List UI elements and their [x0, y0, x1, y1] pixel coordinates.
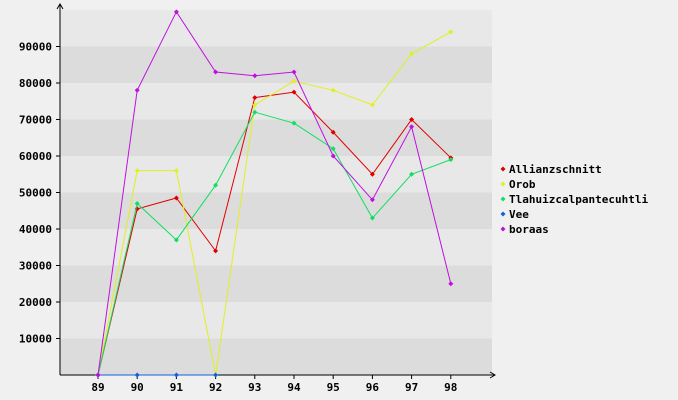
legend-marker — [500, 196, 506, 202]
data-point — [291, 69, 297, 75]
data-point — [409, 124, 415, 130]
y-tick-label: 10000 — [19, 333, 52, 346]
data-point — [252, 95, 258, 101]
data-point — [330, 129, 336, 135]
data-point — [252, 109, 258, 115]
x-tick-label: 92 — [209, 381, 222, 394]
series-line — [97, 111, 451, 376]
grid-band — [60, 156, 492, 193]
data-point — [134, 168, 140, 174]
legend-marker — [500, 181, 506, 187]
y-tick-label: 20000 — [19, 296, 52, 309]
x-tick-label: 89 — [91, 381, 104, 394]
data-point — [409, 117, 415, 122]
data-point — [173, 168, 179, 174]
data-point — [448, 29, 454, 35]
x-tick-label: 96 — [366, 381, 380, 394]
data-point — [409, 51, 415, 57]
y-tick-label: 80000 — [19, 77, 52, 90]
data-point — [252, 102, 258, 108]
y-tick-label: 50000 — [19, 187, 52, 200]
grid-band — [60, 192, 492, 229]
grid-band — [60, 338, 492, 375]
data-point — [173, 372, 179, 378]
x-tick-label: 97 — [405, 381, 418, 394]
grid-band — [60, 302, 492, 339]
data-point — [173, 9, 179, 15]
x-tick-label: 94 — [287, 381, 301, 394]
grid-band — [60, 229, 492, 266]
data-point — [409, 171, 415, 177]
legend-marker — [500, 211, 506, 217]
grid-band — [60, 119, 492, 156]
data-point — [213, 372, 219, 378]
y-tick-label: 60000 — [19, 150, 52, 163]
data-point — [252, 73, 258, 79]
legend-label: boraas — [509, 223, 549, 236]
legend-label: Vee — [509, 208, 529, 221]
legend-marker — [500, 166, 506, 172]
legend-label: Orob — [509, 178, 536, 191]
grid-band — [60, 83, 492, 120]
x-tick-label: 91 — [170, 381, 184, 394]
data-point — [330, 146, 336, 152]
data-point — [134, 200, 140, 206]
data-point — [330, 87, 336, 93]
data-point — [134, 87, 140, 93]
data-point — [448, 281, 454, 287]
legend-label: Allianzschnitt — [509, 163, 602, 176]
data-point — [369, 215, 375, 221]
data-point — [213, 182, 219, 188]
data-point — [330, 153, 336, 159]
data-point — [291, 78, 297, 84]
legend-marker — [500, 226, 506, 232]
legend-label: Tlahuizcalpantecuhtli — [509, 193, 648, 206]
y-axis-arrow — [56, 3, 64, 10]
data-point — [369, 171, 375, 177]
data-point — [369, 102, 375, 108]
data-point — [173, 195, 179, 201]
data-point — [95, 372, 101, 378]
y-tick-label: 70000 — [19, 114, 52, 127]
data-point — [173, 237, 179, 243]
series-line — [97, 31, 452, 376]
data-point — [134, 372, 140, 378]
x-tick-label: 98 — [444, 381, 457, 394]
series-line — [97, 10, 452, 376]
y-tick-label: 90000 — [19, 41, 52, 54]
grid-band — [60, 265, 492, 302]
x-tick-label: 90 — [131, 381, 144, 394]
x-tick-label: 93 — [248, 381, 261, 394]
y-tick-label: 40000 — [19, 223, 52, 236]
data-point — [369, 197, 375, 203]
x-tick-label: 95 — [327, 381, 340, 394]
data-point — [213, 69, 219, 75]
grid-band — [60, 46, 492, 83]
y-tick-label: 30000 — [19, 260, 52, 273]
data-point — [291, 89, 297, 95]
data-point — [448, 157, 454, 163]
grid-band — [60, 10, 492, 47]
data-point — [291, 120, 297, 126]
x-axis-arrow — [489, 371, 496, 379]
data-point — [213, 248, 219, 254]
series-line — [97, 91, 452, 376]
